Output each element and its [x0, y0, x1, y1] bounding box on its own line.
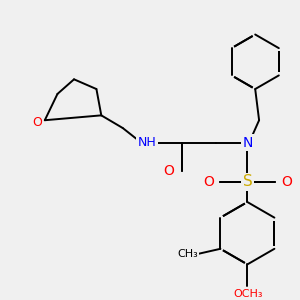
Text: NH: NH [138, 136, 157, 149]
Text: S: S [242, 174, 252, 189]
Text: OCH₃: OCH₃ [234, 289, 263, 298]
Text: O: O [163, 164, 174, 178]
Text: N: N [242, 136, 253, 150]
Text: O: O [32, 116, 42, 129]
Text: CH₃: CH₃ [177, 249, 198, 259]
Text: O: O [281, 175, 292, 189]
Text: O: O [203, 175, 214, 189]
